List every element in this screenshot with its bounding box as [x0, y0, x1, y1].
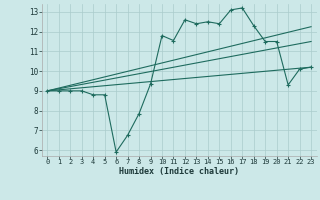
X-axis label: Humidex (Indice chaleur): Humidex (Indice chaleur)	[119, 167, 239, 176]
